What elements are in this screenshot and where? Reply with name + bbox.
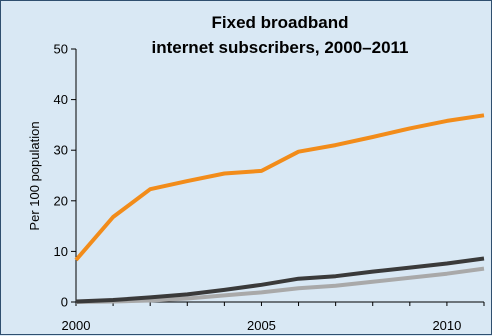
series-line-3 (75, 266, 485, 304)
y-axis-label: Per 100 population (27, 121, 42, 230)
y-tick-label: 10 (54, 244, 68, 259)
series-line-2 (75, 256, 485, 304)
series-layer (74, 113, 485, 304)
axes: 0 10 20 30 40 50 2000 2005 2010 (54, 42, 485, 333)
y-tick-label: 40 (54, 92, 68, 107)
y-tick-label: 20 (54, 193, 68, 208)
chart-title-line-2: internet subscribers, 2000–2011 (151, 38, 408, 57)
series-line-1 (74, 113, 485, 262)
y-tick-label: 0 (61, 295, 68, 310)
x-tick-label: 2005 (247, 318, 276, 333)
x-tick-label: 2000 (62, 318, 91, 333)
x-tick-label: 2010 (432, 318, 461, 333)
y-tick-label: 30 (54, 143, 68, 158)
chart-title-line-1: Fixed broadband (212, 13, 349, 32)
y-tick-label: 50 (54, 42, 68, 57)
